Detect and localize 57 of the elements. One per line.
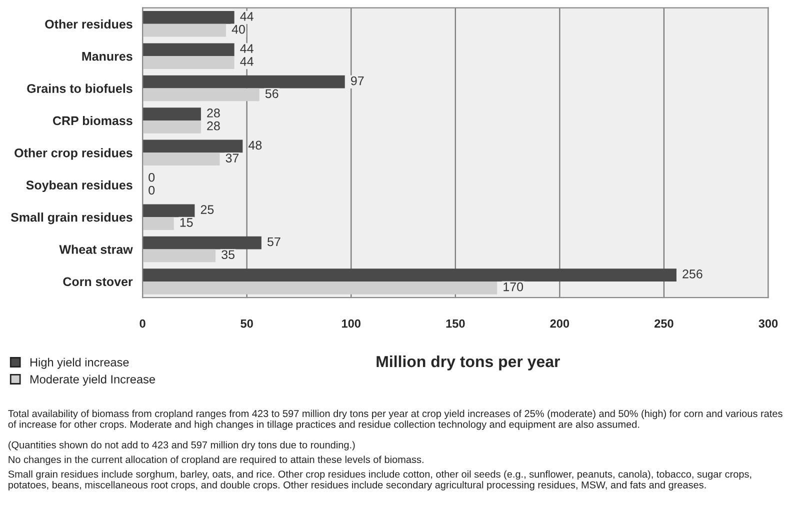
bar (142, 11, 234, 24)
data-label: 44 (240, 44, 254, 53)
data-label: 28 (207, 108, 220, 118)
y-tick-label: Small grain residues (10, 212, 132, 224)
bar (142, 108, 201, 120)
x-tick-label: 200 (550, 319, 570, 328)
bar (142, 140, 243, 153)
data-label: 40 (232, 24, 245, 34)
bar (142, 24, 226, 37)
bar (142, 43, 234, 56)
y-tick-label: Soybean residues (26, 180, 132, 192)
data-label: 44 (240, 12, 254, 21)
y-tick-label: CRP biomass (52, 116, 132, 126)
bar (142, 56, 234, 69)
bar (142, 152, 220, 166)
data-label: 15 (180, 218, 193, 227)
data-label: 0 (148, 172, 155, 182)
data-label: 256 (682, 270, 702, 278)
text: (Quantities shown do not add to 423 and 597 million dry tons due to rounding.) (8, 441, 355, 450)
bar (142, 75, 345, 88)
data-label: 56 (265, 89, 278, 98)
data-label: 48 (248, 140, 262, 150)
y-tick-label: Manures (82, 52, 132, 61)
x-tick-label: 150 (446, 319, 465, 328)
x-tick-label: 300 (758, 319, 778, 328)
bar (142, 88, 260, 102)
bar (142, 217, 174, 230)
bar (142, 236, 262, 250)
data-label: 57 (267, 237, 280, 246)
data-label: 0 (148, 186, 155, 195)
x-tick-label: 50 (240, 319, 253, 328)
x-tick-label: 0 (140, 319, 146, 328)
data-label: 35 (222, 250, 234, 260)
data-label: 25 (200, 205, 214, 214)
y-tick-label: Corn stover (63, 277, 133, 286)
x-tick-label: 250 (654, 319, 674, 328)
legend-label: Moderate yield Increase (30, 374, 155, 386)
x-tick-label: 100 (342, 319, 360, 328)
bar (142, 249, 216, 262)
bar (142, 281, 498, 294)
data-label: 28 (207, 121, 220, 130)
y-tick-label: Wheat straw (59, 244, 133, 254)
data-label: 44 (240, 57, 254, 66)
bar (142, 268, 676, 282)
data-label: 97 (351, 76, 364, 86)
bar (142, 120, 201, 134)
bar (142, 204, 195, 218)
data-label: 170 (504, 282, 524, 292)
text: Small grain residues include sorghum, barley, oats, and rice. Other crop residues include cotton, other oil seeds (e.g., sunflower, peanuts, canola), tobacco, sugar crops, potatoes, beans, miscellaneous root crops, and double crops. Other residues include secondary agricultural processing residues, MSW, and fats and greases. (8, 470, 752, 490)
y-tick-label: Other residues (45, 19, 132, 29)
y-tick-label: Grains to biofuels (27, 84, 132, 93)
text: Total availability of biomass from cropland ranges from 423 to 597 million dry tons per year at crop yield increases of 25% (moderate) and 50% (high) for corn and various rates of increase for other crops. Moderate and high changes in tillage practices and residue collection technology and equipment are also assumed. (8, 410, 782, 430)
y-tick-label: Other crop residues (14, 148, 132, 160)
data-label: 37 (226, 154, 239, 162)
x-axis-title: Million dry tons per year (376, 355, 560, 370)
text: No changes in the current allocation of cropland are required to attain these levels of biomass. (8, 456, 424, 466)
legend-label: High yield increase (30, 358, 129, 369)
